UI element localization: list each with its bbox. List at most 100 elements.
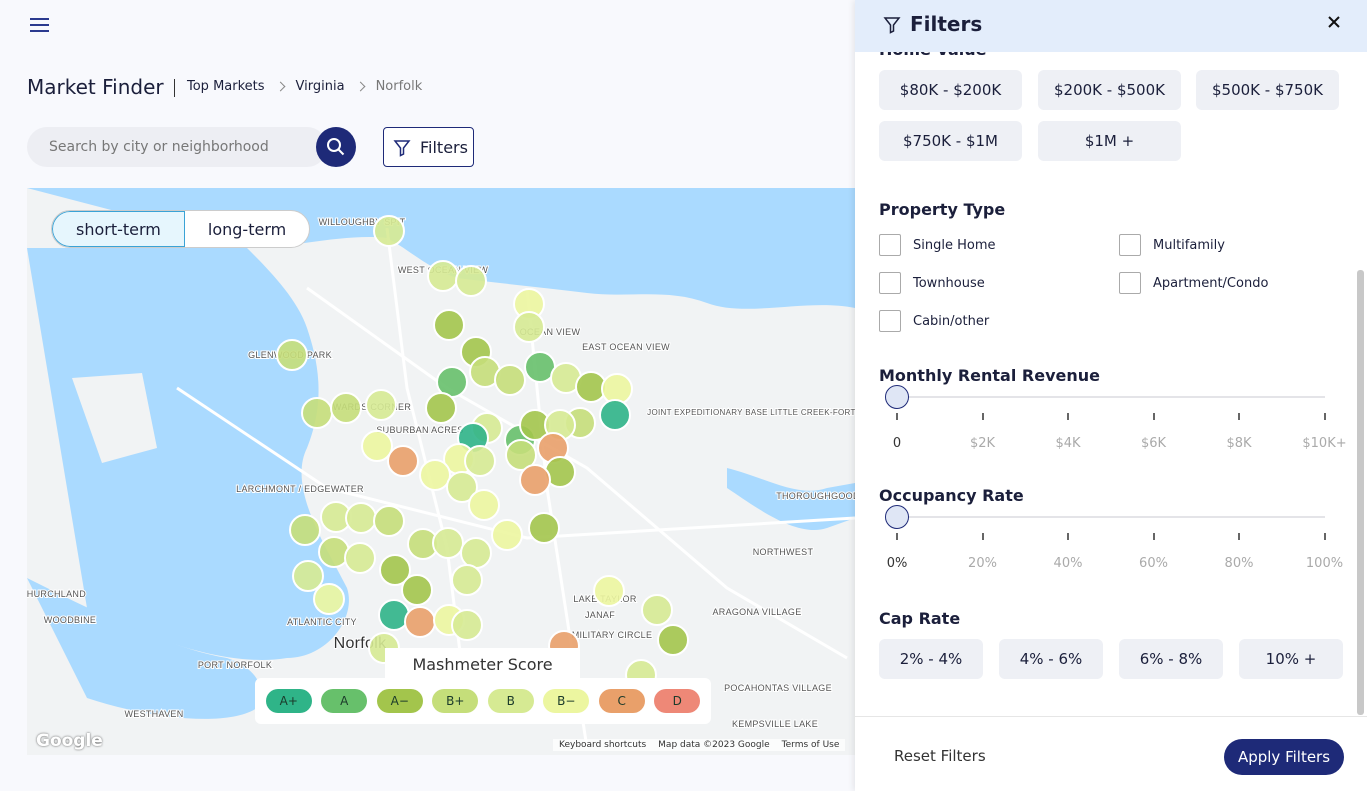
map-marker xyxy=(505,439,537,471)
attribution-item[interactable]: Keyboard shortcuts xyxy=(559,740,647,750)
cap-rate-option[interactable]: 2% - 4% xyxy=(879,639,983,679)
slider-tick-label: $8K xyxy=(1226,436,1252,451)
search-button[interactable] xyxy=(316,127,356,167)
filters-button[interactable]: Filters xyxy=(383,127,474,167)
slider-tick xyxy=(1238,533,1240,540)
home-value-option[interactable]: $80K - $200K xyxy=(879,70,1022,110)
section-title: Property Type xyxy=(879,200,1006,219)
map-marker xyxy=(289,514,321,546)
checkbox-label[interactable]: Multifamily xyxy=(1153,237,1225,253)
map-marker xyxy=(519,464,551,496)
slider-tick-label: 100% xyxy=(1305,556,1344,571)
slider-handle[interactable] xyxy=(885,505,909,529)
map-label: THOROUGHGOOD xyxy=(776,491,855,501)
breadcrumb-item[interactable]: Top Markets xyxy=(187,79,265,94)
breadcrumb-item[interactable]: Virginia xyxy=(295,79,345,94)
legend-grade[interactable]: D xyxy=(654,689,701,713)
legend-grade[interactable]: B xyxy=(487,689,534,713)
checkbox[interactable] xyxy=(879,234,901,256)
cap-rate-option[interactable]: 6% - 8% xyxy=(1119,639,1223,679)
home-value-option[interactable]: $1M + xyxy=(1038,121,1181,161)
divider xyxy=(174,79,175,97)
breadcrumb-separator xyxy=(355,81,366,92)
legend-grade[interactable]: A+ xyxy=(265,689,312,713)
map-marker xyxy=(419,459,451,491)
checkbox-label[interactable]: Apartment/Condo xyxy=(1153,275,1269,291)
checkbox[interactable] xyxy=(879,272,901,294)
map-label: SUBURBAN ACRES xyxy=(376,425,463,435)
slider-tick xyxy=(1323,413,1326,420)
map-marker xyxy=(657,624,689,656)
term-tab[interactable]: long-term xyxy=(207,219,287,239)
map-label: ATLANTIC CITY xyxy=(287,617,357,627)
slider-tick xyxy=(981,413,984,420)
map-marker xyxy=(513,311,545,343)
property-type-option[interactable]: Cabin/other xyxy=(879,310,989,332)
home-value-option[interactable]: $200K - $500K xyxy=(1038,70,1181,110)
map-label: LARCHMONT / EDGEWATER xyxy=(236,484,364,494)
page-title: Market Finder xyxy=(27,75,164,99)
map-marker xyxy=(427,260,459,292)
breadcrumb-separator xyxy=(275,81,285,92)
map-marker xyxy=(330,392,362,424)
filter-icon xyxy=(393,140,411,157)
term-tab[interactable]: short-term xyxy=(52,211,185,247)
map-label: WESTHAVEN xyxy=(124,709,183,719)
search-input[interactable]: Search by city or neighborhood xyxy=(27,127,327,167)
attribution-item[interactable]: Terms of Use xyxy=(781,740,840,750)
term-tabs: short-term long-term xyxy=(51,210,311,248)
search-icon xyxy=(327,138,345,156)
map-marker xyxy=(425,392,457,424)
slider-tick-label: 0% xyxy=(886,556,908,571)
cap-rate-option[interactable]: 4% - 6% xyxy=(999,639,1103,679)
legend-grade[interactable]: B+ xyxy=(432,689,479,713)
map-label: WOODBINE xyxy=(44,615,96,625)
map-marker xyxy=(373,215,405,247)
map-marker xyxy=(451,609,483,641)
legend-grade[interactable]: B− xyxy=(543,689,590,713)
checkbox[interactable] xyxy=(1119,234,1141,256)
close-button[interactable] xyxy=(1327,15,1341,29)
map-marker xyxy=(318,536,350,568)
checkbox-label[interactable]: Single Home xyxy=(913,237,996,253)
legend-grade[interactable]: A xyxy=(321,689,368,713)
map-marker xyxy=(468,489,500,521)
map-marker xyxy=(361,430,393,462)
google-logo: Google xyxy=(36,731,103,751)
water xyxy=(727,468,855,530)
legend-grade[interactable]: A− xyxy=(376,689,423,713)
map-marker xyxy=(491,519,523,551)
scrollbar-thumb[interactable] xyxy=(1357,270,1364,715)
reset-button[interactable]: Reset Filters xyxy=(894,747,986,765)
slider-handle[interactable] xyxy=(885,385,909,409)
checkbox-label[interactable]: Townhouse xyxy=(913,275,985,291)
map-marker xyxy=(494,364,526,396)
checkbox[interactable] xyxy=(1119,272,1141,294)
slider-tick xyxy=(1323,533,1326,540)
section-title: Occupancy Rate xyxy=(879,486,1024,505)
map-marker xyxy=(276,339,308,371)
map-label: CHURCHLAND xyxy=(27,589,86,599)
home-value-option[interactable]: $500K - $750K xyxy=(1196,70,1339,110)
map-marker xyxy=(593,575,625,607)
map-marker xyxy=(451,564,483,596)
map-marker xyxy=(365,389,397,421)
property-type-option[interactable]: Apartment/Condo xyxy=(1119,272,1268,294)
apply-button[interactable]: Apply Filters xyxy=(1224,739,1344,775)
property-type-option[interactable]: Multifamily xyxy=(1119,234,1225,256)
menu-button[interactable] xyxy=(29,17,51,33)
checkbox-label[interactable]: Cabin/other xyxy=(913,313,990,329)
property-type-option[interactable]: Townhouse xyxy=(879,272,985,294)
property-type-option[interactable]: Single Home xyxy=(879,234,996,256)
slider-tick-label: 80% xyxy=(1224,556,1254,571)
slider-tick-label: $2K xyxy=(969,436,996,451)
legend-grade[interactable]: C xyxy=(598,689,645,713)
map-marker xyxy=(433,309,465,341)
home-value-option[interactable]: $750K - $1M xyxy=(879,121,1022,161)
cap-rate-option[interactable]: 10% + xyxy=(1239,639,1343,679)
checkbox[interactable] xyxy=(879,310,901,332)
map-marker xyxy=(401,574,433,606)
slider-tick xyxy=(1152,413,1155,420)
